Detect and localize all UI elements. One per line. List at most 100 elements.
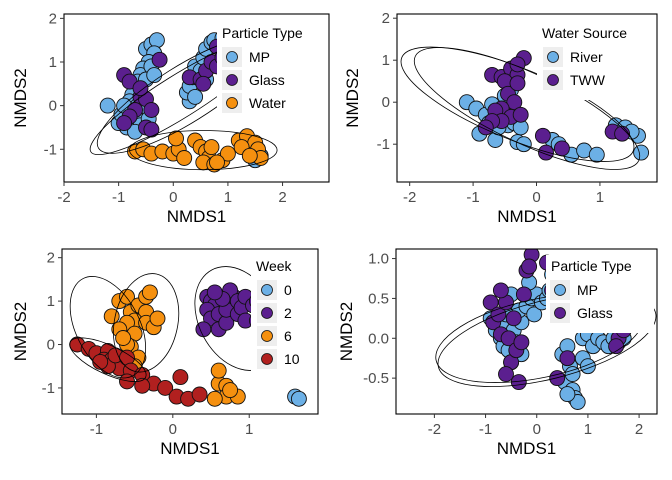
panel-week: -1 0 1 -1 0 1 2 NMDS1 NMDS2 Week 0 2 6 10 xyxy=(11,248,319,458)
data-point-tww xyxy=(512,106,529,123)
x-tick-label: 1 xyxy=(245,421,253,438)
x-axis-title: NMDS1 xyxy=(160,439,220,458)
data-point-6 xyxy=(222,382,239,399)
panel-particle-type-mp-glass: -2 -1 0 1 2 -0.5 0.0 0.5 1.0 NMDS1 NMDS2 Particle T… xyxy=(337,248,658,458)
y-tick-label: 1.0 xyxy=(368,251,389,268)
legend-key-2 xyxy=(261,307,273,319)
y-tick-label: 1 xyxy=(49,54,57,71)
y-axis-title: NMDS2 xyxy=(343,68,362,128)
confidence-ellipse xyxy=(129,130,278,171)
data-point-water xyxy=(241,147,258,164)
data-point-glass xyxy=(143,102,160,118)
data-point-glass xyxy=(505,310,522,327)
y-tick-label: 2 xyxy=(47,250,55,267)
legend-key-10 xyxy=(261,353,273,365)
legend-key-mp xyxy=(554,284,566,296)
x-tick-label: -2 xyxy=(403,189,416,206)
y-tick-label: 0 xyxy=(49,98,57,115)
confidence-ellipse xyxy=(437,292,657,387)
confidence-ellipse xyxy=(113,273,180,373)
legend-key-0 xyxy=(261,284,273,296)
data-point-10 xyxy=(172,369,189,386)
data-point-0 xyxy=(290,390,307,407)
legend-title: Week xyxy=(256,258,293,274)
legend-title: Particle Type xyxy=(222,25,303,41)
panel-border xyxy=(61,248,319,415)
data-point-10 xyxy=(191,386,208,403)
panel-border xyxy=(63,13,330,183)
y-tick-label: -1 xyxy=(377,136,390,153)
x-tick-label: 0 xyxy=(532,189,540,206)
legend-key-mp xyxy=(226,51,238,63)
panel-particle-type-water: -2 -1 0 1 2 -1 0 1 2 NMDS1 NMDS2 Particle Type MP Gla… xyxy=(11,10,330,226)
x-tick-label: -1 xyxy=(479,421,492,438)
legend: Water Source River TWW xyxy=(537,22,655,100)
legend-key-glass xyxy=(554,307,566,319)
x-tick-label: -2 xyxy=(428,421,441,438)
y-tick-label: -1 xyxy=(42,380,55,397)
panel-border xyxy=(396,13,658,183)
data-point-tww xyxy=(509,75,526,92)
data-point-2 xyxy=(206,284,223,301)
data-point-mp xyxy=(187,88,204,105)
x-axis-title: NMDS1 xyxy=(167,207,227,226)
legend: Particle Type MP Glass Water xyxy=(217,22,325,122)
data-point-tww xyxy=(538,144,554,161)
data-point-tww xyxy=(534,127,551,144)
data-point-mp xyxy=(559,386,576,403)
x-axis-title: NMDS1 xyxy=(497,439,557,458)
x-tick-label: -1 xyxy=(90,421,103,438)
x-tick-label: 0 xyxy=(533,421,541,438)
y-tick-label: 1 xyxy=(382,52,390,69)
legend-key-glass xyxy=(226,74,238,86)
data-point-water xyxy=(209,154,225,171)
data-point-6 xyxy=(103,308,120,325)
data-point-6 xyxy=(115,330,132,346)
y-tick-label: 0 xyxy=(382,94,390,111)
data-point-glass xyxy=(515,286,532,303)
x-tick-label: -1 xyxy=(112,189,125,206)
y-axis-title: NMDS2 xyxy=(337,302,356,362)
legend-key-river xyxy=(547,51,559,63)
legend: Week 0 2 6 10 xyxy=(251,255,309,375)
x-tick-label: 0 xyxy=(169,189,177,206)
x-tick-label: 1 xyxy=(224,189,232,206)
confidence-ellipse xyxy=(69,337,147,382)
x-tick-label: 0 xyxy=(169,421,177,438)
data-point-glass xyxy=(116,115,133,132)
confidence-ellipse xyxy=(69,276,147,379)
panel-water-source: -2 -1 0 1 -1 0 1 2 NMDS1 NMDS2 Water Source River TW… xyxy=(343,10,658,226)
confidence-ellipse xyxy=(400,46,635,162)
legend-key-6 xyxy=(261,330,273,342)
panel-border xyxy=(395,248,658,415)
data-point-glass xyxy=(132,80,149,97)
y-tick-label: 0.0 xyxy=(368,330,389,347)
y-tick-label: 2 xyxy=(382,10,390,27)
data-point-water xyxy=(219,145,236,162)
legend-label: 6 xyxy=(284,328,292,344)
legend-label: TWW xyxy=(570,72,606,88)
x-tick-label: 1 xyxy=(584,421,592,438)
y-tick-label: -1 xyxy=(44,141,57,158)
data-point-glass xyxy=(492,282,509,299)
legend-label: 0 xyxy=(284,282,292,298)
y-axis-title: NMDS2 xyxy=(11,68,30,128)
data-point-10 xyxy=(92,353,109,370)
data-point-mp xyxy=(526,306,543,323)
data-point-glass xyxy=(521,258,538,275)
data-point-tww xyxy=(553,140,570,157)
data-point-glass xyxy=(498,366,514,383)
data-point-10 xyxy=(157,379,174,396)
legend-title: Water Source xyxy=(542,25,627,41)
x-tick-label: 2 xyxy=(635,421,643,438)
data-point-mp xyxy=(99,97,116,114)
data-point-10 xyxy=(134,377,151,394)
data-point-river xyxy=(515,136,532,153)
data-point-glass xyxy=(195,75,212,92)
data-point-6 xyxy=(206,390,223,407)
data-point-glass xyxy=(513,334,530,351)
data-point-water xyxy=(203,139,220,156)
data-point-river xyxy=(588,146,605,163)
x-tick-label: -2 xyxy=(57,189,70,206)
data-point-glass xyxy=(143,121,160,138)
